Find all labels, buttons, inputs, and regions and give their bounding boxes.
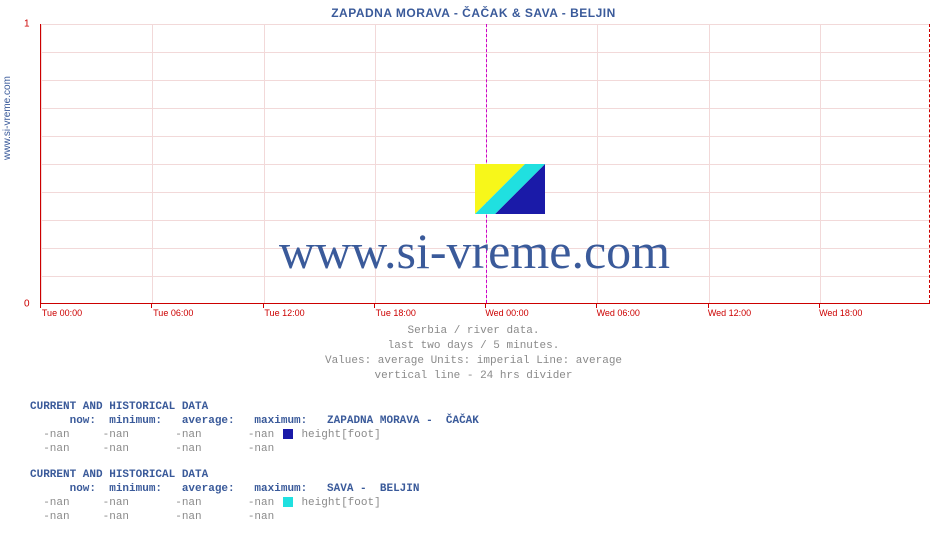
xtick-mark — [151, 304, 152, 308]
xtick-label: Wed 12:00 — [708, 308, 751, 318]
data-row: -nan -nan -nan -nan — [30, 442, 479, 456]
y-axis-left-label: www.si-vreme.com — [2, 76, 13, 160]
xtick-label: Wed 18:00 — [819, 308, 862, 318]
data-row: -nan -nan -nan -nan — [30, 497, 274, 509]
data-heading: CURRENT AND HISTORICAL DATA — [30, 468, 419, 482]
chart-title: ZAPADNA MORAVA - ČAČAK & SAVA - BELJIN — [0, 6, 947, 20]
xtick-mark — [40, 304, 41, 308]
ytick-0: 0 — [24, 299, 30, 310]
xtick-label: Wed 00:00 — [485, 308, 528, 318]
data-row: -nan -nan -nan -nan — [30, 429, 274, 441]
subtitle-line: Values: average Units: imperial Line: av… — [0, 354, 947, 369]
xtick-label: Tue 12:00 — [264, 308, 304, 318]
site-logo-icon — [475, 164, 545, 214]
series-swatch-icon — [283, 429, 293, 439]
subtitle-line: vertical line - 24 hrs divider — [0, 369, 947, 384]
data-col-heads: now: minimum: average: maximum: — [30, 415, 307, 427]
subtitle-line: last two days / 5 minutes. — [0, 339, 947, 354]
series-field: height[foot] — [295, 497, 381, 509]
series-field: height[foot] — [295, 429, 381, 441]
series-name: ZAPADNA MORAVA - ČAČAK — [307, 415, 479, 427]
xtick-label: Wed 06:00 — [597, 308, 640, 318]
xtick-mark — [374, 304, 375, 308]
watermark-text: www.si-vreme.com — [1, 222, 947, 280]
xtick-label: Tue 18:00 — [376, 308, 416, 318]
data-row: -nan -nan -nan -nan — [30, 510, 419, 524]
xtick-label: Tue 06:00 — [153, 308, 193, 318]
data-col-heads: now: minimum: average: maximum: — [30, 483, 307, 495]
chart-subtitle: Serbia / river data. last two days / 5 m… — [0, 324, 947, 384]
data-table-1: CURRENT AND HISTORICAL DATA now: minimum… — [30, 400, 479, 456]
xtick-mark — [263, 304, 264, 308]
ytick-1: 1 — [24, 19, 30, 30]
xtick-label: Tue 00:00 — [42, 308, 82, 318]
data-heading: CURRENT AND HISTORICAL DATA — [30, 400, 479, 414]
subtitle-line: Serbia / river data. — [0, 324, 947, 339]
plot-area: www.si-vreme.com — [40, 24, 930, 304]
series-name: SAVA - BELJIN — [307, 483, 419, 495]
series-swatch-icon — [283, 497, 293, 507]
data-table-2: CURRENT AND HISTORICAL DATA now: minimum… — [30, 468, 419, 524]
